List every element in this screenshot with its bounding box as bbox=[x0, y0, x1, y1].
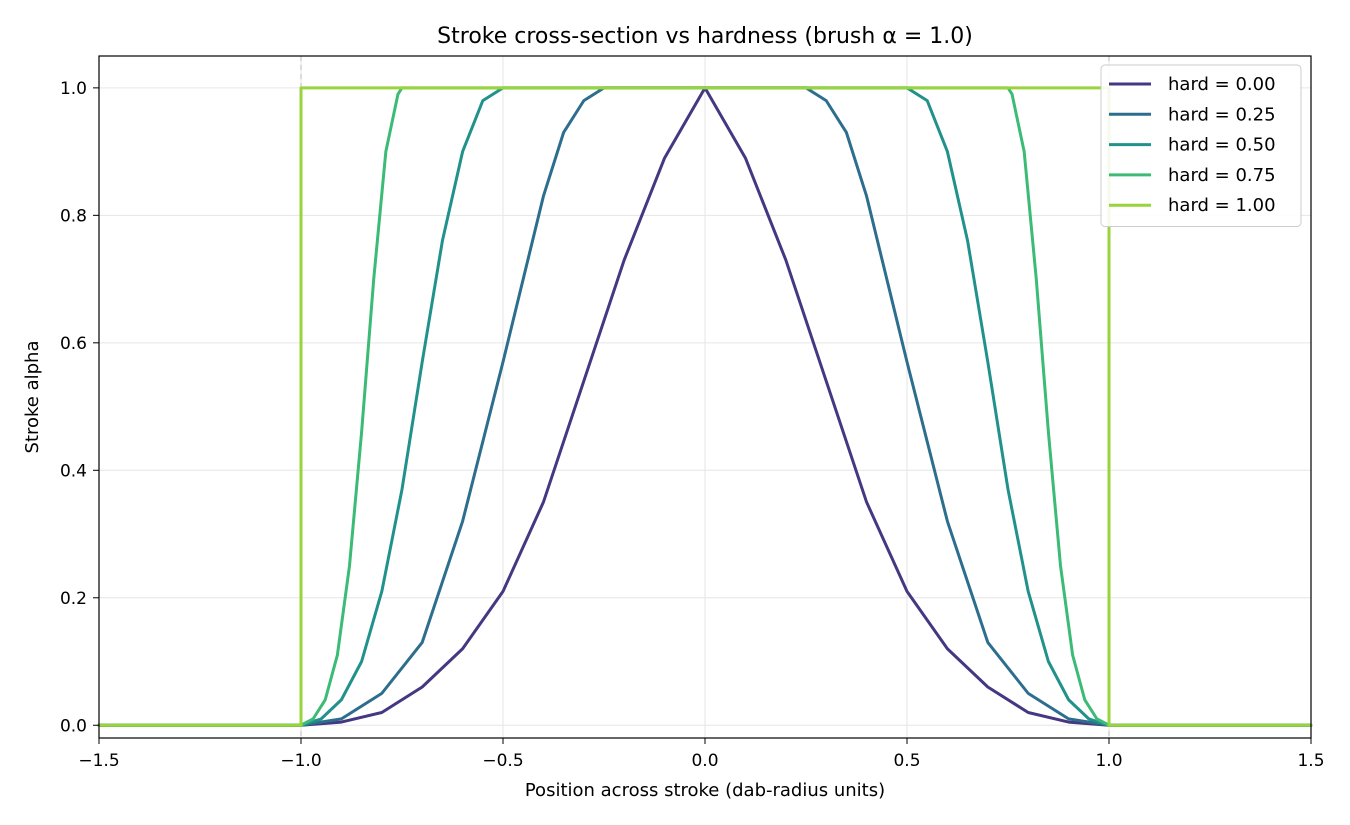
y-tick-label: 0.0 bbox=[60, 716, 87, 736]
x-tick-label: 0.0 bbox=[691, 751, 718, 771]
legend: hard = 0.00 hard = 0.25 hard = 0.50 hard = … bbox=[1100, 64, 1302, 227]
y-tick-label: 0.2 bbox=[60, 589, 87, 609]
legend-box bbox=[1100, 64, 1302, 227]
x-tick-label: 1.5 bbox=[1297, 751, 1324, 771]
x-tick-label: −1.5 bbox=[78, 751, 119, 771]
x-tick-label: −0.5 bbox=[482, 751, 523, 771]
y-tick-label: 0.8 bbox=[60, 206, 87, 226]
series-lines bbox=[97, 86, 1313, 727]
legend-label-1: hard = 0.25 bbox=[1168, 104, 1276, 125]
y-tick-label: 0.6 bbox=[60, 334, 87, 354]
chart-title: Stroke cross-section vs hardness (brush … bbox=[437, 24, 973, 49]
y-tick-label: 0.4 bbox=[60, 461, 87, 481]
y-tick-label: 1.0 bbox=[60, 79, 87, 99]
series-line-4 bbox=[97, 86, 1313, 727]
x-axis-label: Position across stroke (dab-radius units… bbox=[525, 780, 885, 801]
legend-label-4: hard = 1.00 bbox=[1168, 195, 1276, 216]
legend-label-2: hard = 0.50 bbox=[1168, 135, 1276, 156]
axis-ticks: −1.5 −1.0 −0.5 0.0 0.5 1.0 1.5 0.0 0.2 0.4 0.6 0.8 1… bbox=[60, 79, 1325, 771]
x-tick-label: 1.0 bbox=[1095, 751, 1122, 771]
y-axis-label: Stroke alpha bbox=[22, 341, 43, 454]
legend-label-0: hard = 0.00 bbox=[1168, 74, 1276, 95]
x-tick-label: 0.5 bbox=[893, 751, 920, 771]
x-tick-label: −1.0 bbox=[280, 751, 321, 771]
legend-label-3: hard = 0.75 bbox=[1168, 165, 1276, 186]
